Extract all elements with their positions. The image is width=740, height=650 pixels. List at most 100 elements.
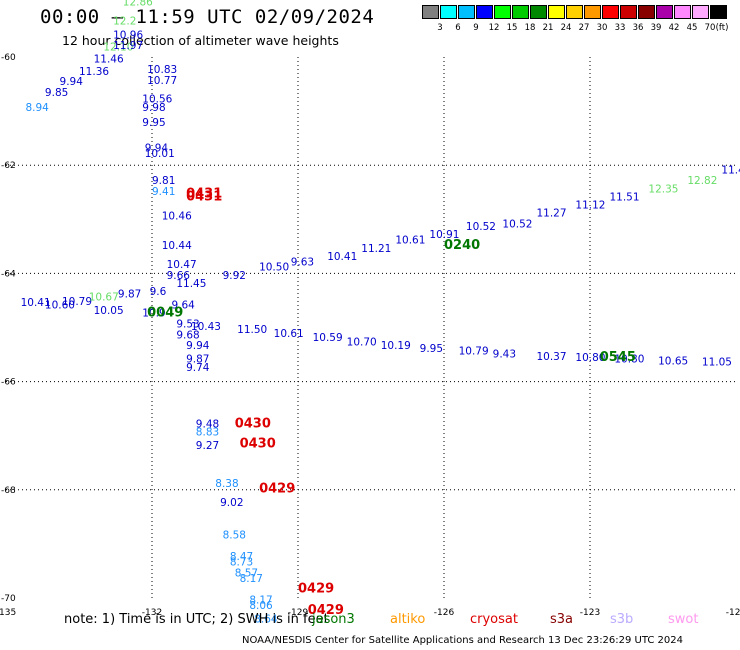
swh-value-label: 9.87 (118, 289, 141, 301)
swh-value-label: 9.94 (60, 76, 84, 88)
time-label: 0429 (298, 582, 334, 597)
swh-value-label: 8.47 (230, 551, 253, 563)
swh-value-label: 8.17 (240, 573, 263, 585)
swh-value-label: 11.36 (79, 66, 109, 78)
swh-value-label: 10.9 (142, 308, 165, 320)
swh-value-label: 8.58 (223, 529, 246, 541)
swh-value-label: 10.61 (274, 328, 304, 340)
x-tick-label: -126 (434, 608, 455, 618)
legend-swatch (476, 5, 493, 19)
y-tick-label: -62 (1, 161, 16, 171)
swh-value-label: 10.52 (466, 221, 496, 233)
x-tick-label: -129 (288, 608, 309, 618)
legend-swatch (710, 5, 727, 19)
swh-value-label: 8.06 (249, 600, 273, 612)
swh-value-label: 9.41 (152, 186, 175, 198)
swh-value-label: 9.66 (167, 270, 191, 282)
satellite-label-s3b: s3b (610, 612, 634, 627)
swh-value-label: 10.47 (167, 259, 197, 271)
data-labels: 8.949.859.9411.3611.4612.1011.9710.9612.… (21, 0, 740, 625)
legend-swatch (674, 5, 691, 19)
satellite-label-s3a: s3a (550, 612, 574, 627)
credit-line: NOAA/NESDIS Center for Satellite Applica… (242, 635, 684, 646)
axis-ticks: -135 -132 -129 -126 -123 -124 -60 -62 -64 -66 -68 -… (0, 53, 740, 618)
legend-swatch (584, 5, 601, 19)
time-label: 0429 (308, 603, 344, 618)
time-label: 0430 (235, 417, 271, 432)
grid-lines (6, 57, 736, 598)
swh-value-label: 9.85 (45, 87, 68, 99)
legend-label: 24 (560, 23, 572, 33)
swh-value-label: 8.17 (249, 594, 272, 606)
swh-value-label: 9.74 (186, 362, 210, 374)
swh-value-label: 10.37 (536, 351, 566, 363)
legend-swatch (566, 5, 583, 19)
swh-value-label: 8.38 (215, 478, 238, 490)
x-tick-label: -123 (580, 608, 600, 618)
time-label: 0430 (240, 437, 276, 452)
legend-swatch (548, 5, 565, 19)
satellite-label-altiko: altiko (390, 612, 426, 627)
swh-value-label: 10.79 (459, 346, 489, 358)
swh-value-label: 8.57 (235, 567, 258, 579)
legend-swatch (422, 5, 439, 19)
swh-value-label: 10.41 (21, 297, 51, 309)
satellite-label-jason3: jason3 (312, 612, 355, 627)
swh-value-label: 10.96 (113, 30, 143, 42)
legend-label: 39 (650, 23, 662, 33)
legend-swatch (512, 5, 529, 19)
swh-value-label: 12.86 (123, 0, 153, 9)
legend-label: 9 (473, 23, 479, 33)
swh-value-label: 10.43 (191, 321, 221, 333)
swh-value-label: 10.80 (614, 354, 644, 366)
swh-value-label: 9.92 (223, 270, 246, 282)
swh-value-label: 9.63 (291, 256, 314, 268)
legend-label: 12 (488, 23, 500, 33)
legend-swatch (494, 5, 511, 19)
swh-value-label: 9.53 (176, 319, 199, 331)
legend-label: 36 (632, 23, 644, 33)
swh-value-label: 11.45 (176, 278, 206, 290)
legend-swatch (602, 5, 619, 19)
swh-value-label: 8.94 (25, 102, 49, 114)
swh-value-label: 10.60 (45, 300, 75, 312)
swh-value-label: 8.83 (196, 427, 219, 439)
swh-value-label: 11.21 (361, 243, 391, 255)
x-tick-label: -132 (142, 608, 162, 618)
swh-value-label: 11.50 (237, 324, 267, 336)
time-label: 0429 (259, 482, 295, 497)
swh-value-label: 9.6 (150, 286, 167, 298)
time-label: 0431 (186, 189, 222, 204)
page-subtitle: 12 hour collection of altimeter wave hei… (62, 33, 339, 48)
swh-value-label: 9.94 (186, 340, 210, 352)
swh-value-label: 10.44 (162, 240, 192, 252)
satellite-label-swot: swot (668, 612, 699, 627)
legend-swatch (620, 5, 637, 19)
y-tick-label: -70 (1, 594, 16, 604)
swh-value-label: 10.80 (575, 352, 605, 364)
legend-label: 6 (455, 23, 461, 33)
swh-value-label: 8.64 (254, 613, 278, 625)
legend-label: 27 (578, 23, 590, 33)
satellite-label-cryosat: cryosat (470, 612, 518, 627)
legend-label: 33 (614, 23, 626, 33)
swh-value-label: 11.97 (113, 40, 143, 52)
swh-value-label: 8.73 (230, 557, 253, 569)
swh-value-label: 10.67 (89, 291, 119, 303)
footnote: note: 1) Time is in UTC; 2) SWH is in fe… (64, 612, 329, 627)
legend-swatch (530, 5, 547, 19)
swh-value-label: 9.94 (145, 143, 169, 155)
swh-value-label: 11.12 (575, 199, 605, 211)
y-tick-label: -66 (1, 378, 16, 388)
legend-label: 21 (542, 23, 554, 33)
x-tick-label: -135 (0, 608, 16, 618)
swh-value-label: 10.61 (395, 235, 425, 247)
legend-swatch (638, 5, 655, 19)
swh-value-label: 9.68 (176, 329, 199, 341)
swh-value-label: 10.65 (658, 355, 688, 367)
time-label: 0545 (600, 350, 636, 365)
swh-value-label: 10.05 (94, 305, 124, 317)
swh-value-label: 10.70 (347, 336, 377, 348)
